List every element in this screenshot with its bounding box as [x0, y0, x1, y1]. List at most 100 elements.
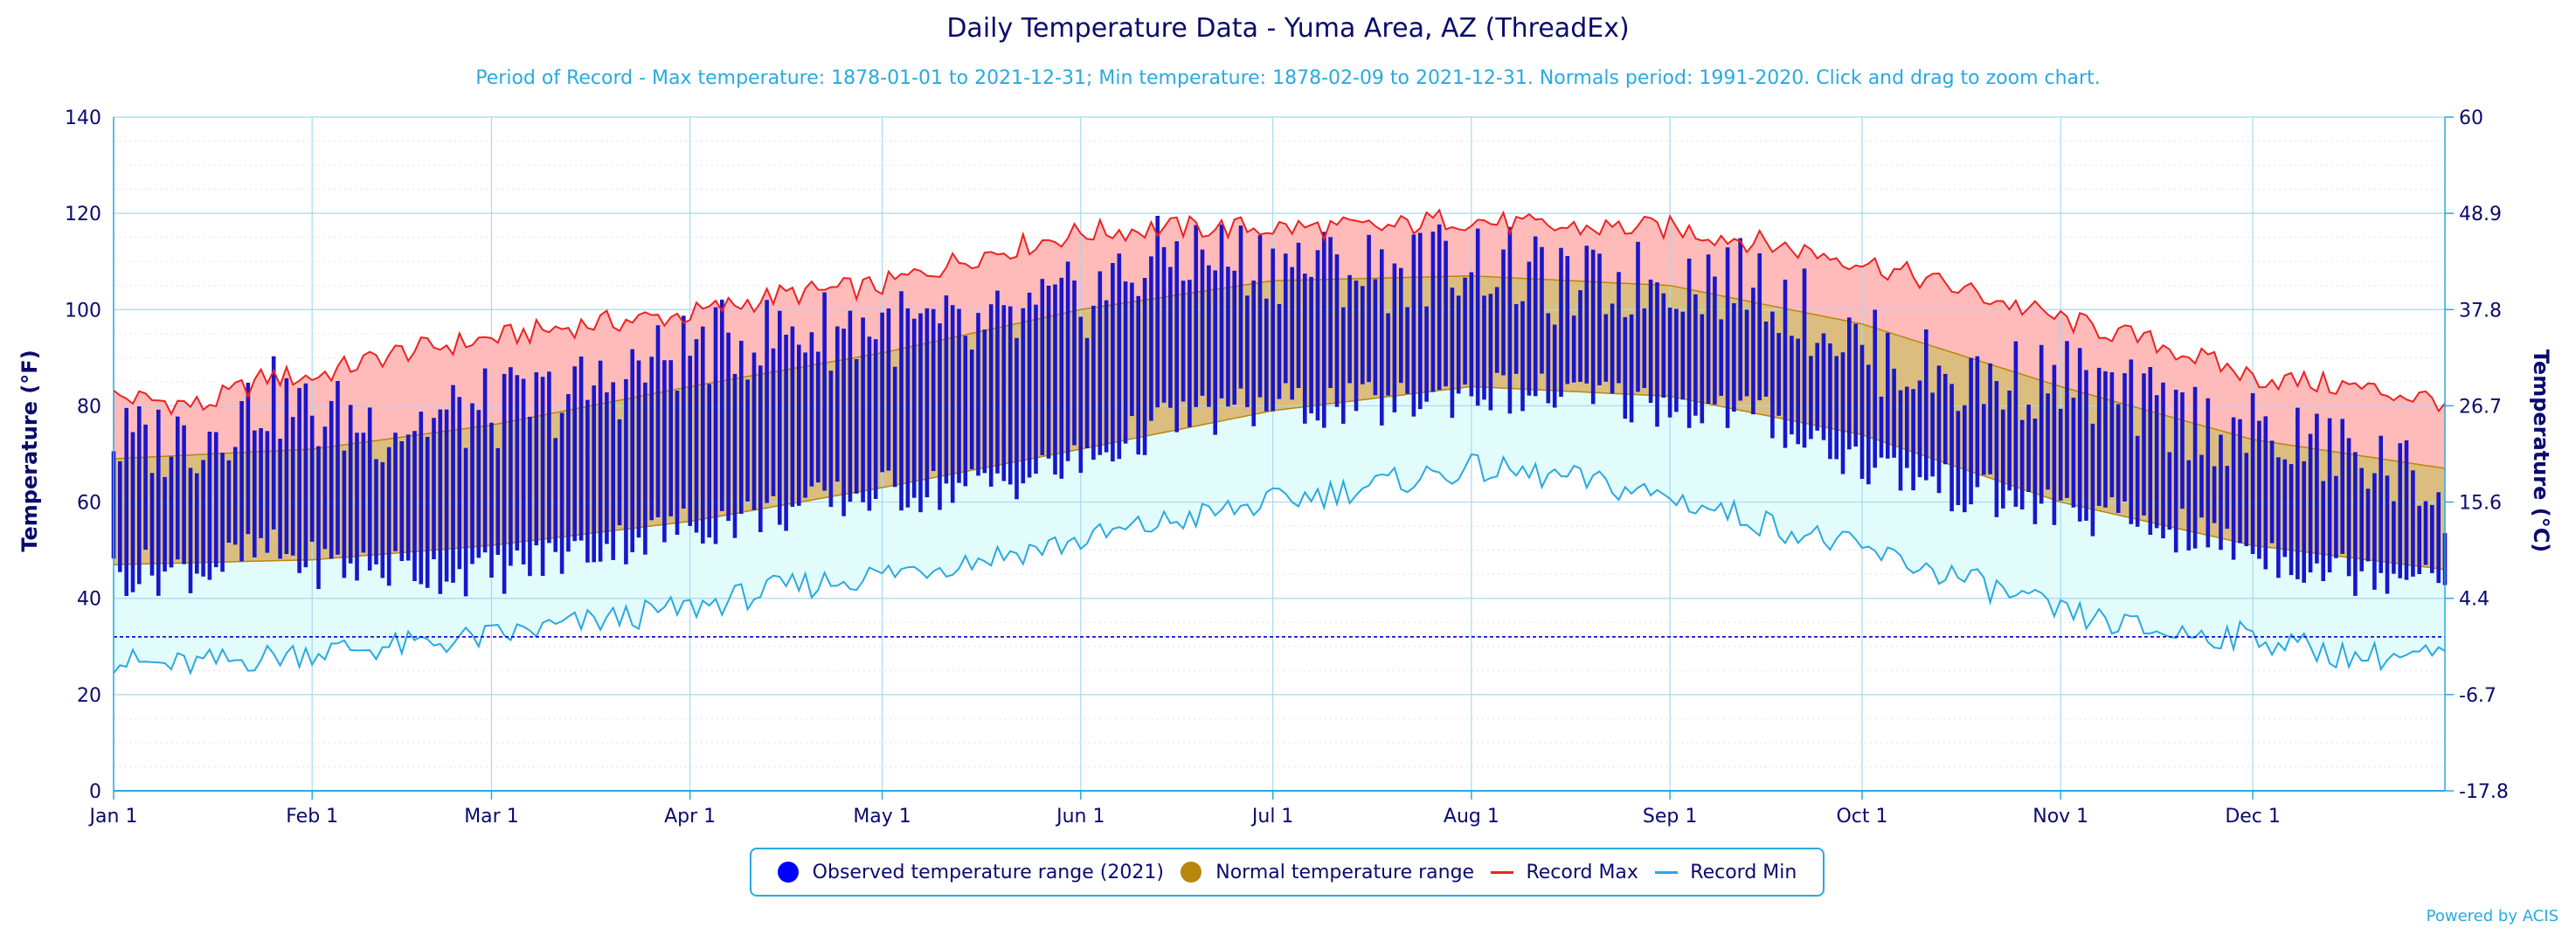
y-tick-label-left: 140	[65, 107, 101, 129]
observed-bar	[918, 313, 923, 513]
observed-bar	[470, 403, 474, 564]
observed-bar	[149, 473, 155, 576]
observed-bar	[1123, 281, 1128, 444]
observed-bar	[1034, 304, 1038, 474]
observed-bar	[694, 339, 699, 533]
observed-bar	[412, 431, 417, 581]
observed-bar	[2282, 459, 2288, 558]
observed-bar	[1174, 241, 1179, 433]
observed-bar	[1264, 298, 1269, 412]
observed-bar	[1879, 396, 1884, 458]
observed-bar	[2058, 408, 2063, 501]
observed-bar	[1277, 304, 1282, 399]
observed-bar	[1802, 268, 1807, 448]
observed-bar	[1886, 332, 1890, 459]
observed-bar	[233, 447, 238, 545]
observed-bar	[1552, 324, 1557, 408]
observed-bar	[1706, 254, 1711, 404]
legend-item-record-min[interactable]: Record Min	[1655, 862, 1797, 883]
plot-area[interactable]: 0 20 40 60 80 100 120 140 -17.8 -6.7 4.4 15.6 26.7 37…	[65, 107, 2509, 828]
y-tick-label-left: 20	[77, 685, 101, 707]
observed-bar	[1367, 234, 1371, 383]
observed-bar	[1207, 265, 1211, 407]
observed-bar	[1309, 276, 1313, 414]
observed-bar	[2173, 390, 2178, 553]
observed-bar	[374, 459, 378, 564]
observed-bar	[1623, 316, 1628, 419]
observed-bar	[1501, 249, 1506, 376]
y-tick-label-right: 4.4	[2459, 589, 2489, 611]
x-tick-label: Apr 1	[664, 806, 716, 828]
observed-bar	[2404, 440, 2409, 580]
y-tick-label-right: 60	[2459, 107, 2483, 129]
observed-bar	[643, 382, 647, 555]
credits-link[interactable]: Powered by ACIS	[2426, 907, 2559, 925]
observed-bar	[2199, 454, 2204, 518]
observed-bar	[745, 379, 750, 502]
observed-bar	[2365, 488, 2371, 562]
observed-bar	[624, 378, 628, 564]
chart-title: Daily Temperature Data - Yuma Area, AZ (…	[946, 13, 1629, 44]
observed-bar	[182, 425, 186, 564]
observed-bar	[1136, 295, 1140, 455]
observed-bar	[1111, 263, 1115, 462]
observed-bar	[2436, 492, 2441, 584]
observed-bar	[1738, 238, 1742, 401]
observed-bar	[143, 424, 148, 551]
observed-bar	[284, 377, 289, 554]
observed-bar	[451, 384, 455, 583]
normal-high-line	[113, 274, 2446, 469]
record-max-line	[113, 208, 2446, 416]
observed-bar	[1629, 314, 1634, 423]
legend-item-record-max[interactable]: Record Max	[1491, 862, 1638, 883]
observed-bar	[848, 310, 853, 502]
record-min-line	[113, 453, 2446, 676]
observed-bar	[2212, 466, 2217, 523]
observed-bar	[988, 304, 994, 487]
observed-bar	[1674, 308, 1679, 412]
y-tick-label-left: 40	[77, 589, 101, 611]
observed-bar	[380, 461, 385, 578]
observed-bar	[1456, 295, 1461, 394]
observed-bar	[2077, 348, 2082, 522]
observed-bar	[720, 299, 724, 511]
observed-bar	[553, 438, 557, 552]
legend-observed-marker	[777, 862, 799, 883]
observed-bar	[682, 315, 686, 509]
observed-bar	[2186, 460, 2192, 551]
observed-bar	[1898, 390, 1903, 491]
observed-bar	[713, 307, 718, 544]
observed-bar	[444, 409, 449, 582]
observed-bar	[130, 432, 135, 592]
observed-bar	[528, 416, 532, 577]
observed-bar	[1232, 270, 1236, 405]
observed-bar	[963, 336, 968, 487]
legend-item-normal[interactable]: Normal temperature range	[1181, 862, 1474, 883]
observed-bar	[957, 308, 961, 483]
observed-bar	[1418, 232, 1423, 410]
observed-bar	[2167, 452, 2172, 530]
observed-bar	[1796, 338, 1800, 445]
observed-bar	[1911, 389, 1915, 491]
observed-bar	[118, 461, 122, 572]
x-tick-label: Dec 1	[2225, 806, 2281, 828]
y-tick-label-left: 80	[77, 396, 101, 418]
observed-bar	[188, 468, 193, 593]
observed-bar	[521, 378, 526, 564]
observed-bar	[1130, 282, 1134, 417]
observed-bar	[2032, 419, 2038, 524]
observed-bar	[509, 367, 513, 566]
observed-bar	[1917, 380, 1922, 478]
observed-bar	[1078, 316, 1084, 474]
observed-bar	[662, 360, 667, 543]
observed-bar	[2071, 398, 2076, 508]
observed-bar	[2096, 367, 2102, 506]
observed-bar	[809, 332, 814, 487]
observed-bar	[924, 308, 930, 498]
legend-item-observed[interactable]: Observed temperature range (2021)	[777, 862, 1164, 883]
observed-bar	[2257, 420, 2261, 559]
observed-bar	[405, 434, 411, 561]
observed-bar	[322, 426, 328, 550]
